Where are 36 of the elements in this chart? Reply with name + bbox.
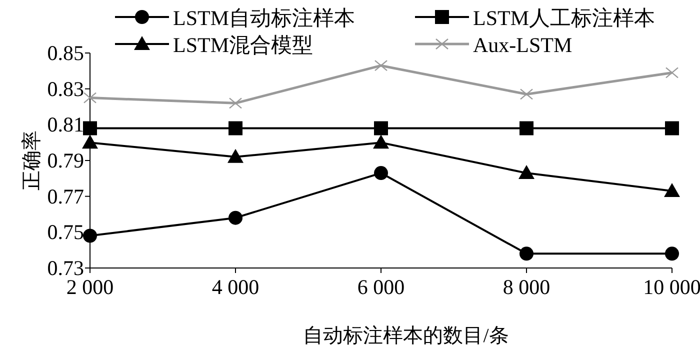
point	[228, 121, 242, 136]
y-tick-label: 0.77	[47, 184, 84, 208]
y-tick-label: 0.79	[47, 148, 84, 172]
x-tick-label: 10 000	[643, 275, 700, 299]
legend-label: LSTM混合模型	[173, 33, 314, 57]
point	[665, 67, 679, 78]
point	[228, 98, 242, 109]
x-tick-label: 4 000	[212, 275, 260, 299]
point	[520, 121, 534, 136]
point	[374, 121, 388, 136]
point	[520, 246, 534, 261]
point	[228, 210, 242, 225]
y-tick-label: 0.81	[47, 112, 84, 137]
x-tick-label: 6 000	[357, 275, 405, 299]
y-tick-label: 0.85	[47, 41, 84, 65]
point	[82, 134, 98, 149]
point	[83, 228, 97, 243]
point	[665, 121, 679, 136]
legend-label: LSTM人工标注样本	[473, 6, 656, 30]
legend-label: Aux-LSTM	[473, 33, 572, 57]
point	[83, 121, 97, 136]
point	[83, 92, 97, 104]
point	[518, 165, 534, 180]
point	[665, 246, 679, 261]
point	[228, 148, 244, 163]
point	[520, 88, 534, 100]
point	[373, 134, 389, 149]
x-axis-title: 自动标注样本的数目/条	[303, 325, 509, 347]
point	[664, 182, 680, 197]
legend-label: LSTM自动标注样本	[173, 6, 356, 30]
x-tick-label: 8 000	[502, 275, 550, 299]
point	[374, 60, 388, 72]
y-tick-label: 0.75	[47, 220, 84, 244]
y-tick-label: 0.83	[47, 76, 84, 101]
y-axis-title: 正确率	[21, 130, 43, 191]
point	[374, 166, 388, 180]
